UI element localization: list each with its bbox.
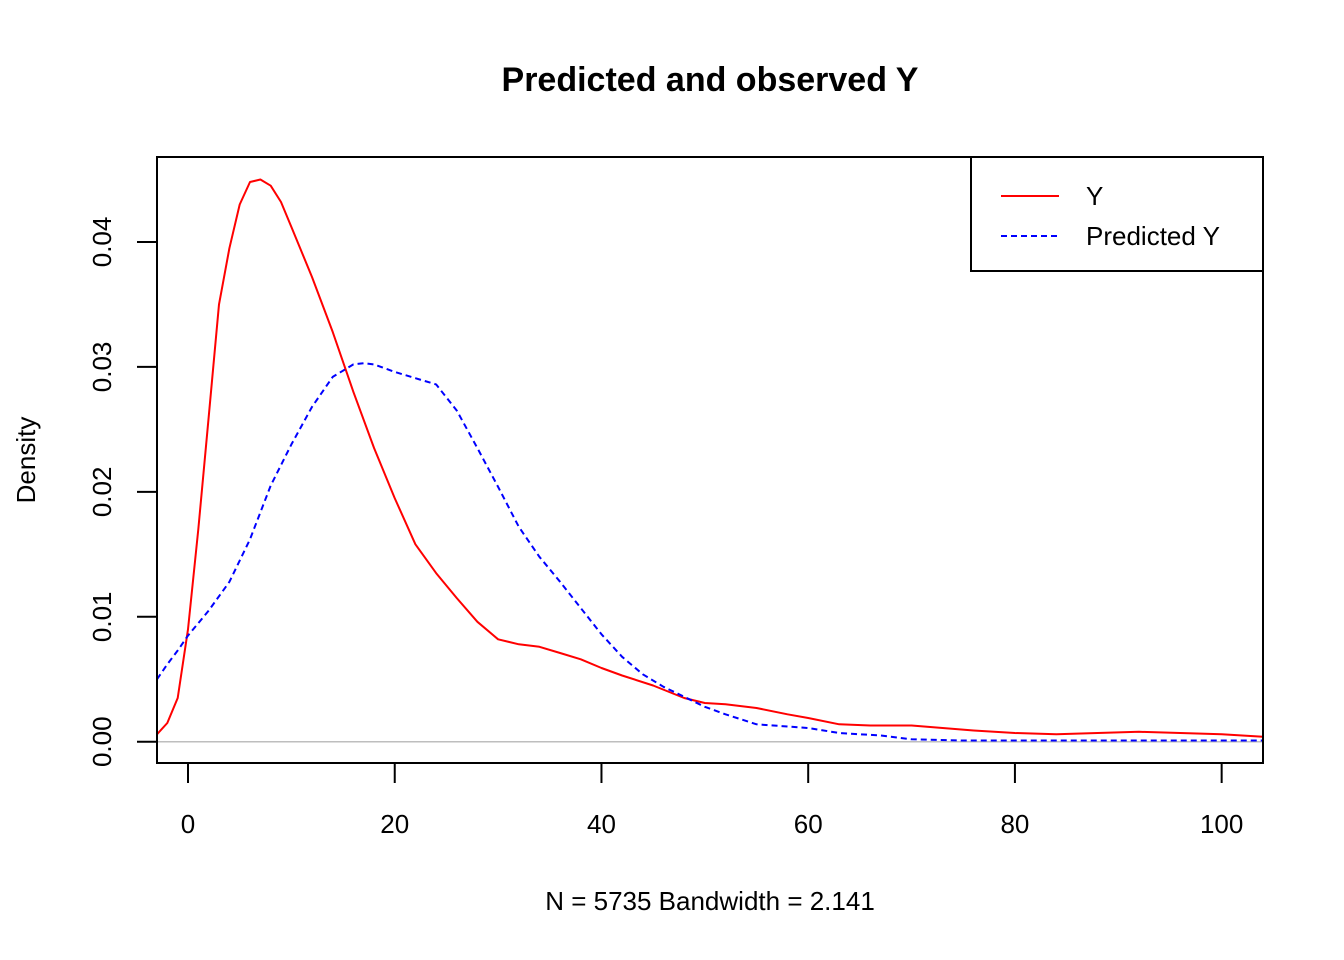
- legend: Y Predicted Y: [970, 156, 1264, 272]
- x-tick-label: 80: [1000, 809, 1029, 839]
- series-layer: [156, 178, 1264, 742]
- legend-box: [970, 156, 1264, 272]
- series-line-predicted-y: [156, 362, 1263, 742]
- chart-title: Predicted and observed Y: [502, 61, 919, 99]
- legend-label-y: Y: [1086, 181, 1103, 211]
- y-tick-label: 0.03: [87, 342, 117, 393]
- x-tick-label: 60: [794, 809, 823, 839]
- x-tick-label: 40: [587, 809, 616, 839]
- x-axis-label: N = 5735 Bandwidth = 2.141: [545, 886, 875, 916]
- y-tick-label: 0.02: [87, 467, 117, 518]
- y-axis: 0.00 0.01 0.02 0.03 0.04: [87, 217, 158, 767]
- y-axis-label: Density: [11, 417, 41, 504]
- legend-label-predicted-y: Predicted Y: [1086, 221, 1220, 251]
- y-tick-label: 0.04: [87, 217, 117, 268]
- x-axis: 0 20 40 60 80 100: [181, 762, 1243, 839]
- x-tick-label: 0: [181, 809, 195, 839]
- x-tick-label: 100: [1200, 809, 1243, 839]
- series-line-y: [156, 178, 1264, 738]
- y-tick-label: 0.00: [87, 716, 117, 767]
- x-tick-label: 20: [380, 809, 409, 839]
- y-tick-label: 0.01: [87, 592, 117, 643]
